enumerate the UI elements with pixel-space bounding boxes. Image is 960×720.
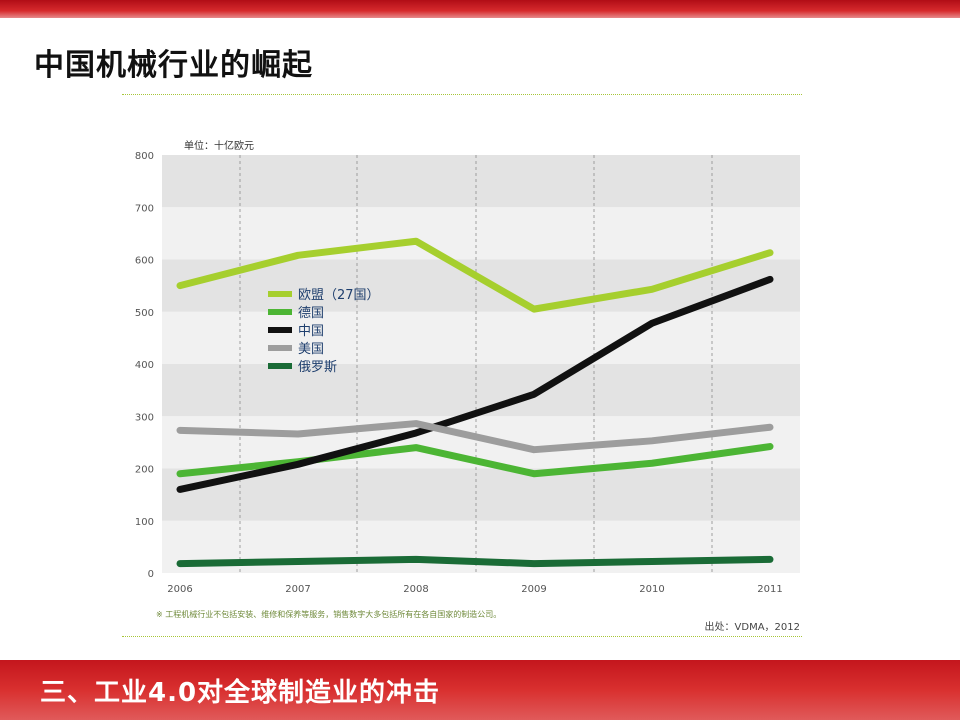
plot-band bbox=[162, 311, 800, 364]
y-tick-label: 500 bbox=[135, 308, 154, 319]
y-tick-label: 700 bbox=[135, 203, 154, 214]
legend-label: 德国 bbox=[298, 306, 324, 321]
x-tick-label: 2006 bbox=[167, 584, 192, 595]
y-tick-label: 400 bbox=[135, 360, 154, 371]
footnote: ※ 工程机械行业不包括安装、维修和保养等服务，销售数字大多包括所有在各自国家的制… bbox=[156, 609, 501, 619]
series-line bbox=[176, 420, 774, 454]
unit-label: 单位：十亿欧元 bbox=[184, 139, 254, 152]
series-line bbox=[176, 275, 774, 493]
top-divider bbox=[122, 94, 802, 95]
slide-title: 中国机械行业的崛起 bbox=[34, 48, 313, 83]
y-tick-label: 300 bbox=[135, 412, 154, 423]
source-label: 出处：VDMA，2012 bbox=[705, 620, 800, 633]
y-tick-label: 200 bbox=[135, 465, 154, 476]
series-line bbox=[176, 237, 774, 313]
y-tick-label: 600 bbox=[135, 256, 154, 267]
plot-band bbox=[162, 364, 800, 417]
series-line bbox=[176, 443, 774, 478]
legend-label: 美国 bbox=[298, 342, 324, 357]
bottom-divider bbox=[122, 636, 802, 637]
y-tick-label: 0 bbox=[148, 569, 154, 580]
top-banner bbox=[0, 0, 960, 18]
x-tick-label: 2008 bbox=[403, 584, 428, 595]
plot-band bbox=[162, 468, 800, 521]
section-title: 三、工业4.0对全球制造业的冲击 bbox=[40, 678, 441, 708]
y-tick-label: 100 bbox=[135, 517, 154, 528]
x-tick-label: 2007 bbox=[285, 584, 310, 595]
bottom-banner bbox=[0, 660, 960, 720]
legend-label: 俄罗斯 bbox=[298, 360, 337, 375]
x-tick-label: 2010 bbox=[639, 584, 664, 595]
plot-band bbox=[162, 259, 800, 312]
plot-band bbox=[162, 155, 800, 208]
legend-label: 中国 bbox=[298, 324, 324, 339]
x-tick-label: 2011 bbox=[757, 584, 782, 595]
legend-label: 欧盟（27国） bbox=[298, 288, 380, 303]
x-tick-label: 2009 bbox=[521, 584, 546, 595]
plot-band bbox=[162, 207, 800, 260]
series-line bbox=[176, 555, 774, 568]
y-tick-label: 800 bbox=[135, 151, 154, 162]
